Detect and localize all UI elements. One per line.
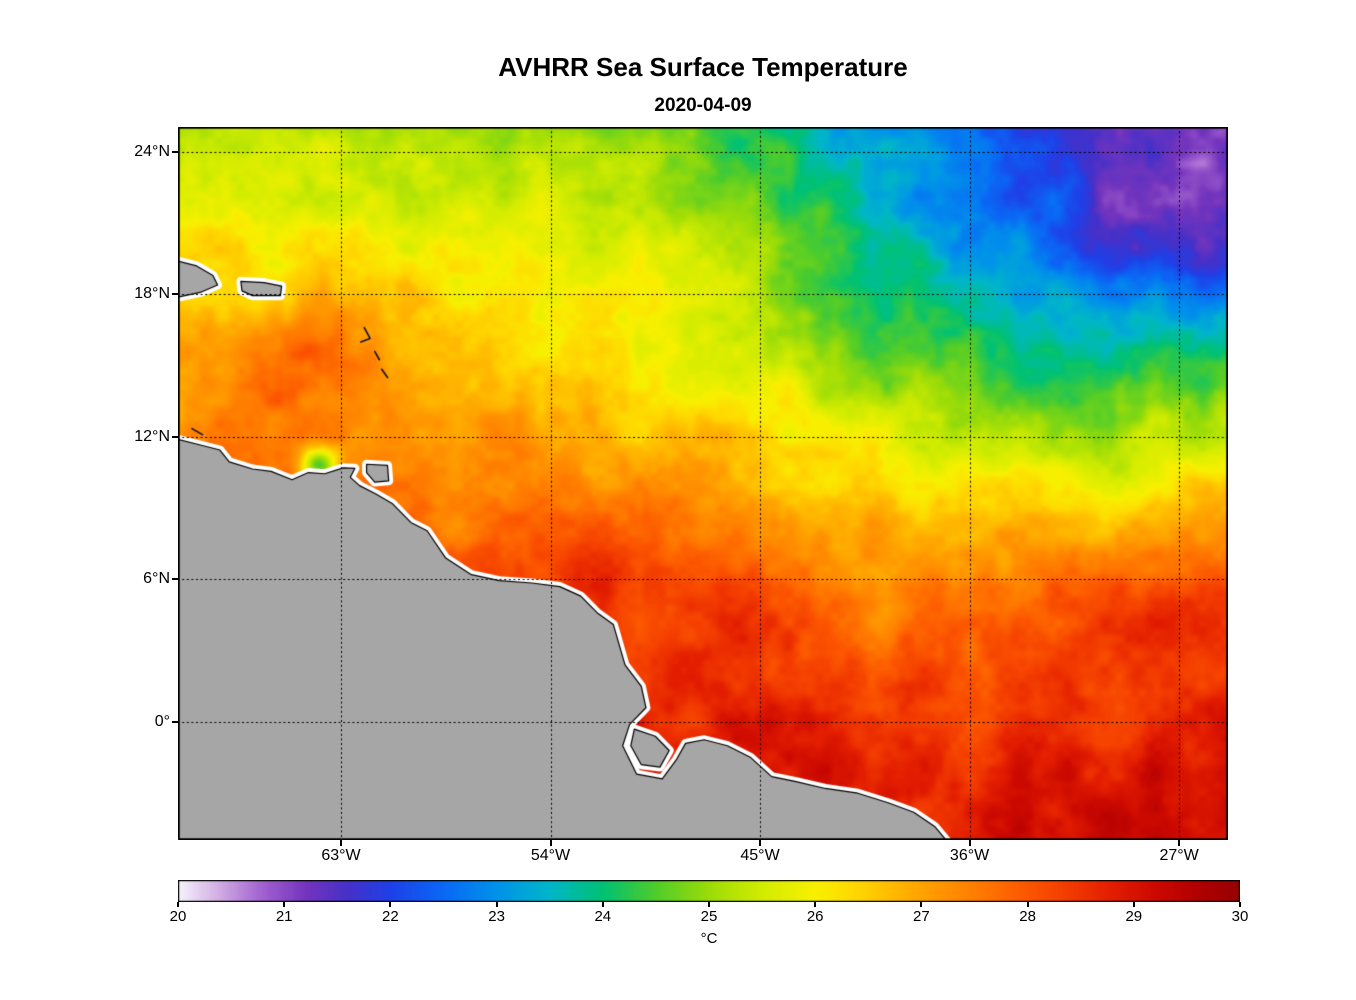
y-axis-tick	[172, 720, 178, 723]
y-axis-tick	[172, 150, 178, 153]
x-axis-tick-label: 54°W	[530, 847, 571, 864]
colorbar-tick	[1026, 902, 1029, 907]
colorbar-tick-label: 21	[275, 908, 293, 925]
colorbar-tick-label: 27	[913, 908, 930, 925]
colorbar-tick-label: 25	[700, 908, 718, 925]
colorbar-tick	[177, 902, 179, 907]
y-axis-tick-label: 0°	[154, 712, 170, 730]
y-axis-tick	[172, 435, 178, 438]
colorbar-tick	[283, 902, 286, 907]
colorbar-tick-label: 24	[594, 908, 612, 925]
colorbar-gradient	[178, 880, 1240, 902]
chart-date-subtitle: 2020-04-09	[654, 95, 752, 116]
colorbar-tick-label: 29	[1125, 908, 1143, 925]
colorbar-tick	[708, 902, 710, 907]
colorbar-tick-label: 28	[1019, 908, 1036, 925]
x-axis-tick	[968, 840, 971, 846]
y-axis-tick-label: 18°N	[134, 285, 170, 303]
chart-title: AVHRR Sea Surface Temperature	[498, 52, 908, 82]
x-axis-tick-label: 45°W	[740, 847, 780, 864]
x-axis-tick	[339, 840, 342, 846]
x-axis-tick-label: 63°W	[321, 847, 361, 864]
colorbar-tick-label: 26	[806, 908, 824, 925]
colorbar-tick	[814, 902, 817, 907]
colorbar-tick	[1132, 902, 1135, 907]
sst-map-canvas	[178, 127, 1228, 840]
colorbar-tick-label: 23	[488, 908, 505, 925]
colorbar-unit-label: °C	[700, 930, 718, 947]
colorbar-tick-label: 22	[382, 908, 399, 925]
colorbar-tick-label: 30	[1231, 908, 1249, 925]
x-axis-tick	[759, 840, 762, 846]
colorbar-tick-label: 20	[169, 908, 187, 925]
x-axis-tick-label: 36°W	[949, 847, 990, 864]
y-axis-tick	[172, 293, 178, 296]
colorbar-tick	[920, 902, 923, 907]
x-axis-tick	[1178, 840, 1181, 846]
colorbar-tick	[601, 902, 604, 907]
colorbar-tick	[1239, 902, 1241, 907]
x-axis-tick-label: 27°W	[1159, 847, 1199, 864]
y-axis-tick-label: 6°N	[143, 570, 170, 588]
y-axis-tick-label: 12°N	[134, 427, 170, 445]
colorbar-tick	[389, 902, 392, 907]
x-axis-tick	[549, 840, 552, 846]
colorbar-tick	[495, 902, 498, 907]
y-axis-tick-label: 24°N	[134, 142, 170, 160]
y-axis-tick	[172, 578, 178, 581]
